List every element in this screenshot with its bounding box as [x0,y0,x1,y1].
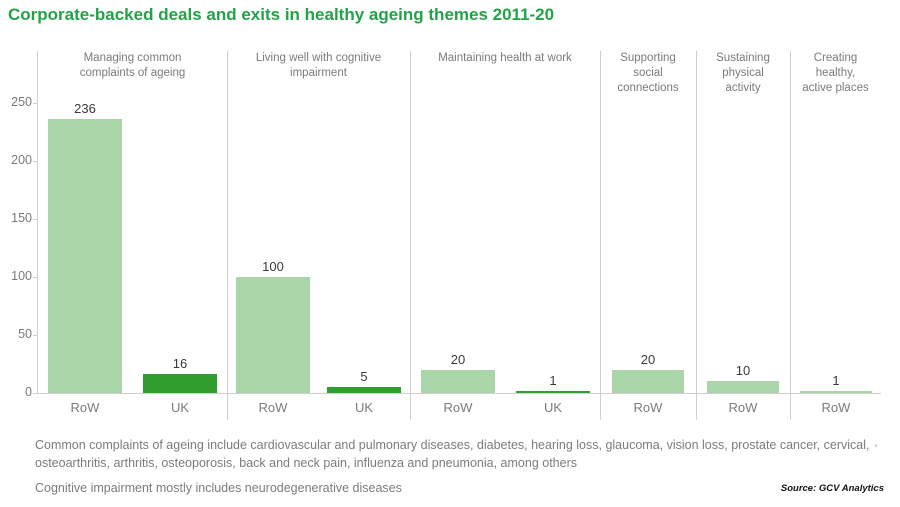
bar-category-label: UK [543,400,563,415]
y-axis-label: 250 [11,95,32,109]
y-axis-label: 200 [11,153,32,167]
bar-value-label: 236 [74,101,96,116]
footnote-cognitive-impairment: Cognitive impairment mostly includes neu… [35,481,402,495]
bar-category-label: UK [170,400,190,415]
panel-separator [227,51,228,420]
panel-header: Managing common complaints of ageing [79,52,186,80]
y-axis-line [37,51,38,394]
bar-row [612,370,684,393]
bar-value-label: 1 [549,373,557,388]
y-axis-label: 50 [18,327,32,341]
panel-separator [600,51,601,420]
x-axis-baseline [37,393,881,394]
bar-value-label: 16 [172,356,188,371]
bar-row [236,277,310,393]
chart: 0 50 100 150 200 250 Managing common complaint… [11,51,881,420]
bar-row [421,370,495,393]
bar-uk [143,374,217,393]
panel-header: Sustaining physical activity [716,52,770,95]
bar-category-label: RoW [258,400,288,415]
bar-value-label: 1 [832,373,840,388]
footnote-marker: ' [875,443,878,455]
bar-category-label: UK [354,400,374,415]
panel-header: Creating healthy, active places [802,52,869,95]
bar-value-label: 10 [735,363,751,378]
bar-value-label: 5 [360,369,368,384]
bar-category-label: RoW [70,400,100,415]
bar-row [48,119,122,393]
y-axis-tick [33,335,37,336]
y-axis-label: 0 [25,385,32,399]
y-axis-label: 150 [11,211,32,225]
bar-category-label: RoW [633,400,663,415]
bar-value-label: 20 [640,352,656,367]
bar-uk [327,387,401,393]
y-axis-tick [33,277,37,278]
bar-row [707,381,779,393]
page-title: Corporate-backed deals and exits in heal… [8,5,555,24]
y-axis-tick [33,103,37,104]
bar-value-label: 100 [262,259,284,274]
y-axis-label: 100 [11,269,32,283]
source-credit: Source: GCV Analytics [780,483,884,494]
bar-category-label: RoW [443,400,473,415]
bar-category-label: RoW [728,400,758,415]
footnote-common-complaints: Common complaints of ageing include card… [35,438,870,470]
y-axis-tick [33,161,37,162]
panel-separator [790,51,791,420]
panel-header: Living well with cognitive impairment [255,52,382,80]
bar-category-label: RoW [821,400,851,415]
bar-value-label: 20 [450,352,466,367]
y-axis-tick [33,219,37,220]
panel-header: Supporting social connections [617,52,679,95]
bar-row [800,391,872,393]
panel-separator [410,51,411,420]
panel-header: Maintaining health at work [438,52,572,64]
y-axis-tick [33,393,37,394]
bar-uk [516,391,590,393]
panel-separator [696,51,697,420]
